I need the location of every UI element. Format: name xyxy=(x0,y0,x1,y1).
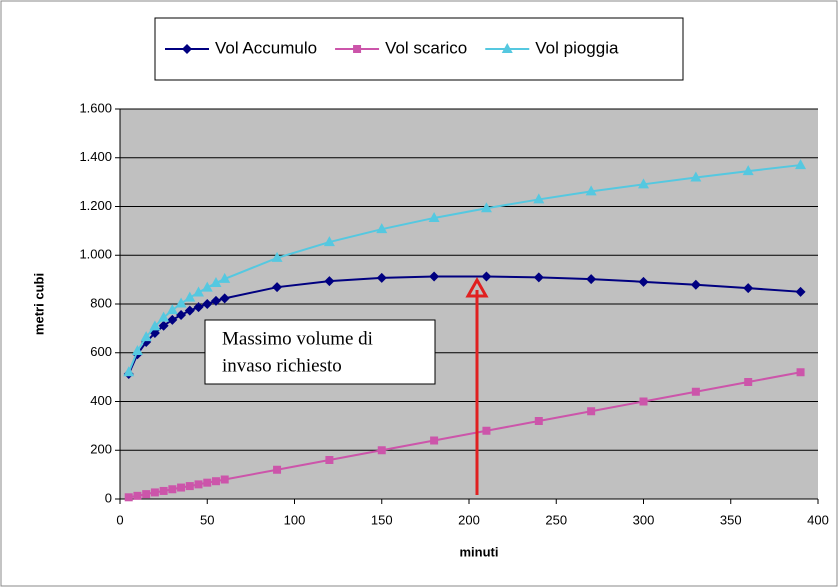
marker xyxy=(272,282,283,293)
marker xyxy=(193,302,204,313)
annotation-text: invaso richiesto xyxy=(222,355,342,376)
legend-label: Vol pioggia xyxy=(535,38,619,57)
marker xyxy=(533,193,545,204)
annotation: Massimo volume di invaso richiesto xyxy=(204,276,489,495)
marker xyxy=(587,407,596,416)
marker xyxy=(430,436,439,445)
marker xyxy=(325,456,334,464)
marker xyxy=(376,272,387,283)
marker xyxy=(185,482,194,491)
y-tick-label: 1.200 xyxy=(79,198,112,213)
marker xyxy=(210,277,222,288)
x-tick-label: 100 xyxy=(284,512,306,527)
legend-label: Vol scarico xyxy=(385,38,467,57)
y-tick-label: 0 xyxy=(105,490,112,505)
y-tick-label: 1.400 xyxy=(79,149,112,164)
marker xyxy=(271,251,283,262)
marker xyxy=(168,485,177,494)
marker xyxy=(203,478,212,487)
x-tick-label: 400 xyxy=(807,512,829,527)
marker xyxy=(691,387,700,396)
marker xyxy=(742,165,754,176)
marker xyxy=(376,223,388,234)
marker xyxy=(690,279,701,290)
marker xyxy=(273,465,282,474)
marker xyxy=(428,211,440,222)
annotation-box xyxy=(204,319,436,385)
marker xyxy=(210,295,221,306)
x-tick-label: 350 xyxy=(720,512,742,527)
marker xyxy=(140,331,152,342)
x-axis-label: minuti xyxy=(460,544,499,559)
marker xyxy=(159,486,168,495)
marker xyxy=(796,368,805,377)
y-axis-label: metri cubi xyxy=(31,273,46,335)
marker xyxy=(158,320,169,331)
legend-marker xyxy=(501,43,513,53)
y-tick-label: 200 xyxy=(90,442,112,457)
marker xyxy=(324,276,335,287)
marker xyxy=(795,159,807,170)
marker xyxy=(534,417,543,425)
marker xyxy=(201,281,213,292)
marker xyxy=(177,483,186,492)
marker xyxy=(743,283,754,294)
y-tick-label: 400 xyxy=(90,393,112,408)
marker xyxy=(202,299,213,309)
y-tick-label: 800 xyxy=(90,295,112,310)
marker xyxy=(193,286,205,297)
marker xyxy=(211,477,220,486)
marker xyxy=(150,488,159,497)
marker xyxy=(533,272,544,283)
marker xyxy=(429,271,440,282)
legend-marker xyxy=(182,44,192,54)
annotation-arrowhead xyxy=(465,276,489,298)
marker xyxy=(638,276,649,287)
marker xyxy=(184,305,195,316)
marker xyxy=(131,345,143,356)
x-tick-label: 0 xyxy=(116,512,123,527)
marker xyxy=(194,480,203,489)
marker xyxy=(124,493,133,502)
marker xyxy=(220,475,229,484)
marker xyxy=(149,320,161,331)
marker xyxy=(176,309,187,320)
marker xyxy=(639,397,648,406)
marker xyxy=(481,271,492,282)
marker xyxy=(690,171,702,182)
marker xyxy=(123,366,135,377)
marker xyxy=(166,304,178,315)
x-tick-label: 50 xyxy=(200,512,214,527)
x-tick-label: 250 xyxy=(545,512,567,527)
y-tick-label: 1.600 xyxy=(79,100,112,115)
legend-label: Vol Accumulo xyxy=(215,38,317,57)
marker xyxy=(219,272,231,283)
marker xyxy=(377,446,386,455)
marker xyxy=(585,185,597,196)
marker xyxy=(167,314,178,325)
marker xyxy=(586,274,597,285)
marker xyxy=(184,291,196,302)
marker xyxy=(795,286,806,297)
marker xyxy=(323,236,335,247)
legend-box xyxy=(154,17,684,81)
marker xyxy=(133,491,142,500)
y-tick-label: 600 xyxy=(90,344,112,359)
marker xyxy=(219,293,230,304)
x-tick-label: 300 xyxy=(633,512,655,527)
x-tick-label: 200 xyxy=(458,512,480,527)
marker xyxy=(482,426,491,435)
marker xyxy=(158,311,170,322)
marker xyxy=(480,202,492,213)
y-tick-label: 1.000 xyxy=(79,247,112,262)
marker xyxy=(142,490,151,499)
legend-marker xyxy=(353,45,362,53)
marker xyxy=(175,297,187,308)
marker xyxy=(744,378,753,386)
x-tick-label: 150 xyxy=(371,512,393,527)
marker xyxy=(638,178,649,189)
annotation-text: Massimo volume di xyxy=(222,328,373,349)
